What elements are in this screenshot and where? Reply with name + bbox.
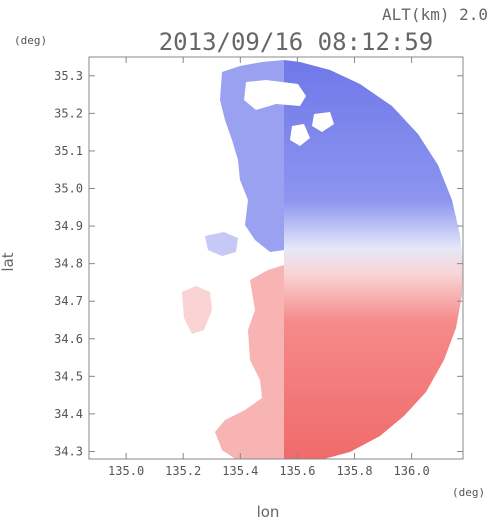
west-patch-blue xyxy=(205,232,238,256)
clear-gap xyxy=(290,124,310,146)
x-tick-label: 135.2 xyxy=(165,464,201,478)
altitude-label: ALT(km) 2.0 xyxy=(382,5,488,24)
y-axis-label: lat xyxy=(0,252,17,271)
plot-frame xyxy=(88,56,464,460)
y-tick-label: 34.6 xyxy=(54,332,83,346)
y-tick-label: 35.1 xyxy=(54,144,83,158)
y-tick-label: 35.2 xyxy=(54,106,83,120)
y-tick-label: 34.9 xyxy=(54,219,83,233)
y-tick-label: 34.7 xyxy=(54,294,83,308)
x-axis-label: lon xyxy=(257,503,280,521)
x-tick-label: 136.0 xyxy=(394,464,430,478)
west-patch-red xyxy=(182,286,212,334)
y-axis-ticks: 34.3 34.4 34.5 34.6 34.7 34.8 34.9 35.0 35.1 35.2… xyxy=(54,69,463,458)
y-tick-label: 35.0 xyxy=(54,181,83,195)
y-tick-label: 34.3 xyxy=(54,444,83,458)
radar-field xyxy=(182,60,463,459)
y-tick-label: 34.4 xyxy=(54,407,83,421)
x-tick-label: 135.4 xyxy=(222,464,258,478)
y-tick-label: 34.5 xyxy=(54,369,83,383)
x-axis-ticks: 135.0 135.2 135.4 135.6 135.8 136.0 xyxy=(108,57,430,478)
radar-coverage xyxy=(284,60,463,459)
x-tick-label: 135.6 xyxy=(279,464,315,478)
west-echo-south xyxy=(215,265,284,459)
clear-gap xyxy=(244,80,306,110)
x-tick-label: 135.8 xyxy=(336,464,372,478)
clear-gap xyxy=(312,112,334,132)
x-unit-label: (deg) xyxy=(452,486,485,499)
x-tick-label: 135.0 xyxy=(108,464,144,478)
y-unit-label: (deg) xyxy=(14,34,47,47)
west-echo-north xyxy=(220,60,284,252)
y-tick-label: 35.3 xyxy=(54,69,83,83)
timestamp-title: 2013/09/16 08:12:59 xyxy=(159,28,434,56)
y-tick-label: 34.8 xyxy=(54,257,83,271)
